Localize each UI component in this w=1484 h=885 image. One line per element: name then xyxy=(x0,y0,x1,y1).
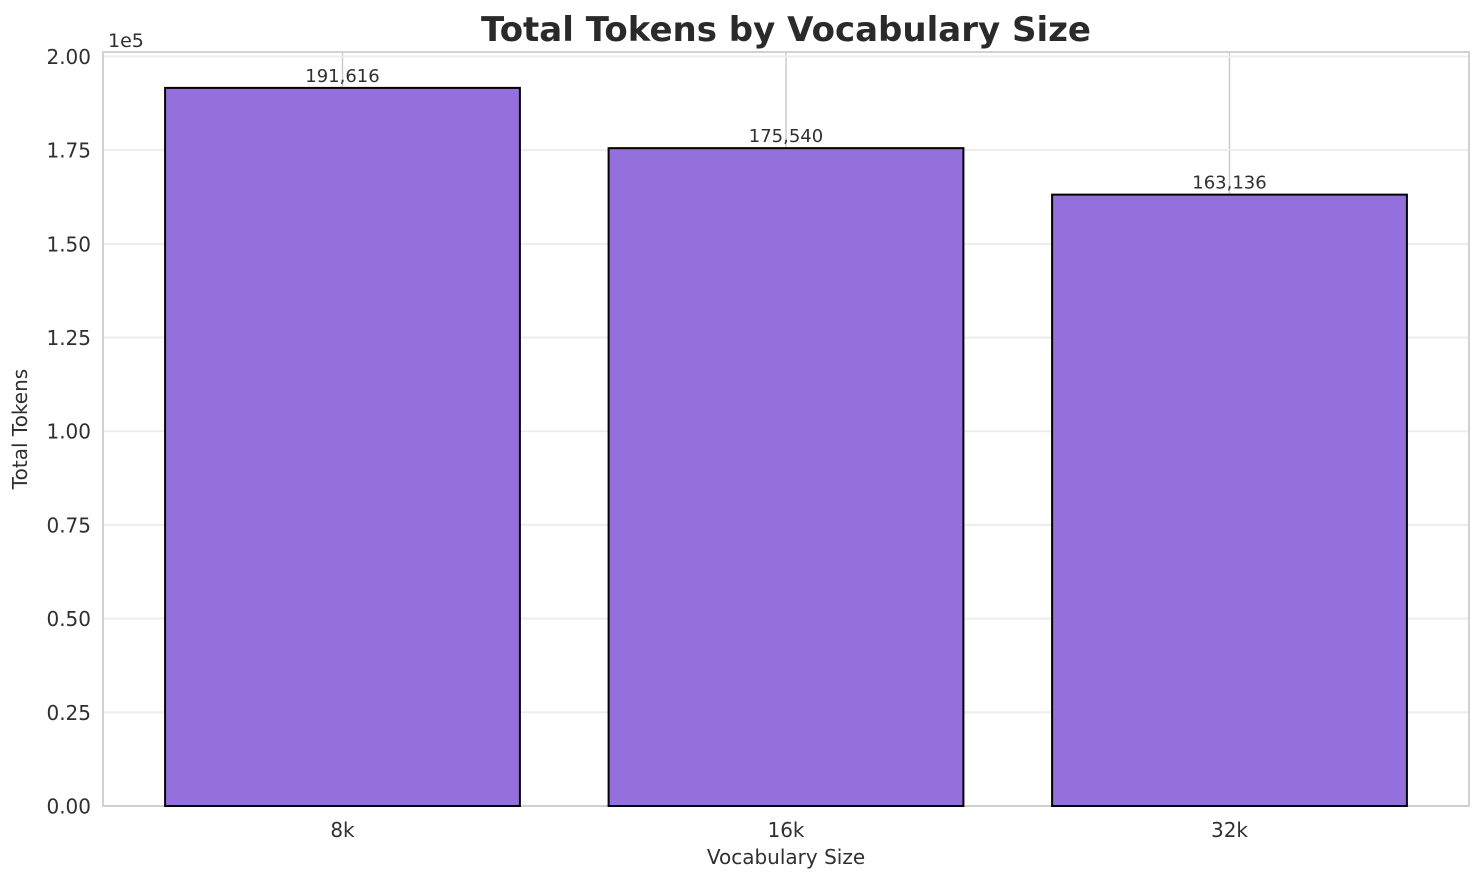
bar-16k xyxy=(607,147,965,807)
x-axis-label: Vocabulary Size xyxy=(707,845,865,869)
y-tick-label: 0.00 xyxy=(46,795,91,819)
bar-value-label: 191,616 xyxy=(305,66,379,87)
y-axis-label: Total Tokens xyxy=(8,369,32,490)
bar-value-label: 163,136 xyxy=(1192,173,1266,194)
x-axis-tick-labels: 8k 16k 32k xyxy=(330,818,1248,842)
x-tick-label: 16k xyxy=(767,818,804,842)
y-tick-label: 0.25 xyxy=(46,701,91,725)
y-tick-label: 1.50 xyxy=(46,232,91,256)
bar-8k xyxy=(164,86,521,808)
chart-title: Total Tokens by Vocabulary Size xyxy=(481,10,1091,50)
y-tick-label: 1.75 xyxy=(46,139,91,163)
y-tick-label: 1.00 xyxy=(46,420,91,444)
y-axis-offset-label: 1e5 xyxy=(108,30,144,52)
y-tick-label: 0.50 xyxy=(46,607,91,631)
bars xyxy=(164,86,1408,808)
x-tick-label: 32k xyxy=(1211,818,1248,842)
bar-value-labels: 191,616 175,540 163,136 xyxy=(305,66,1266,194)
y-tick-label: 0.75 xyxy=(46,513,91,537)
y-tick-label: 1.25 xyxy=(46,326,91,350)
bar-32k xyxy=(1051,193,1408,807)
y-tick-label: 2.00 xyxy=(46,45,91,69)
bar-value-label: 175,540 xyxy=(749,126,823,147)
y-axis-tick-labels: 0.00 0.25 0.50 0.75 1.00 1.25 1.50 1.75 2.00 xyxy=(46,45,91,819)
x-tick-label: 8k xyxy=(330,818,355,842)
